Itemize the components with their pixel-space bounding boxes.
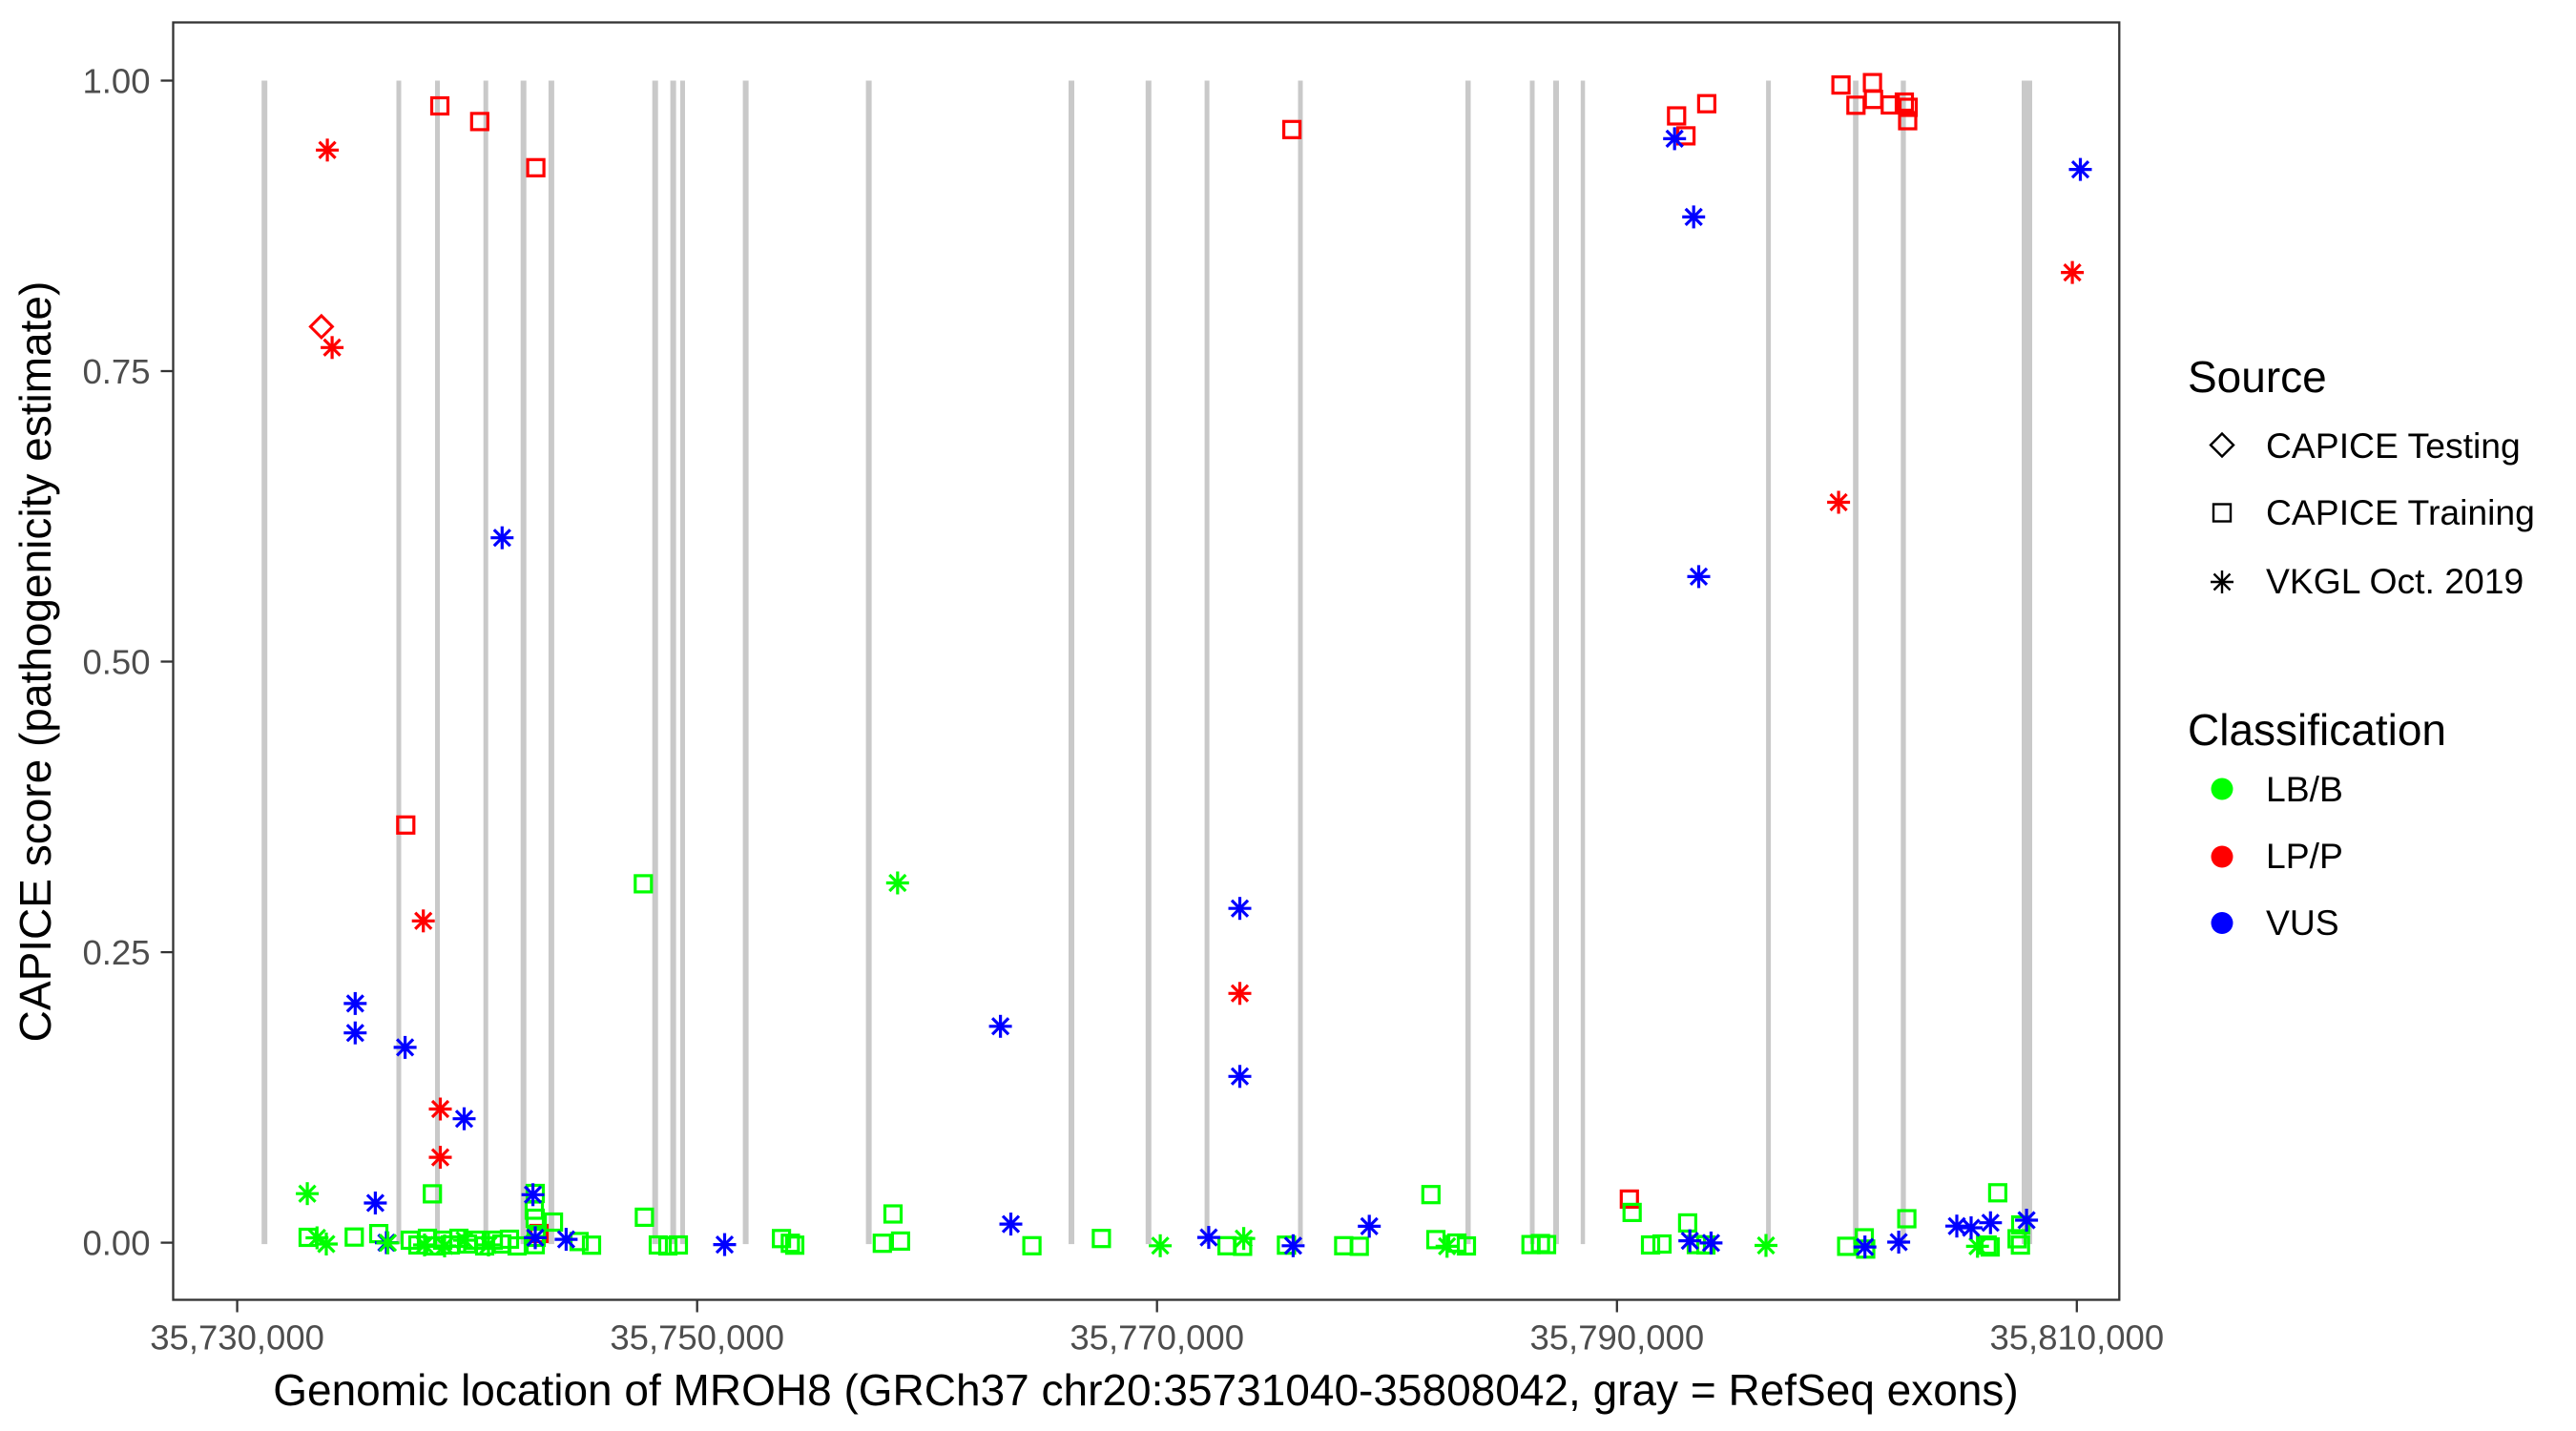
svg-text:0.25: 0.25: [82, 933, 150, 972]
svg-text:Classification: Classification: [2188, 705, 2446, 755]
svg-text:35,770,000: 35,770,000: [1070, 1318, 1244, 1358]
svg-text:1.00: 1.00: [82, 62, 150, 101]
svg-text:35,750,000: 35,750,000: [610, 1318, 784, 1358]
svg-text:CAPICE Testing: CAPICE Testing: [2266, 425, 2521, 466]
svg-text:35,790,000: 35,790,000: [1529, 1318, 1704, 1358]
svg-text:CAPICE score (pathogenicity es: CAPICE score (pathogenicity estimate): [10, 281, 60, 1043]
svg-text:35,730,000: 35,730,000: [150, 1318, 324, 1358]
svg-text:0.75: 0.75: [82, 352, 150, 391]
svg-text:35,810,000: 35,810,000: [1989, 1318, 2164, 1358]
svg-text:Genomic location of MROH8 (GRC: Genomic location of MROH8 (GRCh37 chr20:…: [273, 1365, 2019, 1415]
svg-text:VUS: VUS: [2266, 902, 2339, 943]
svg-text:0.00: 0.00: [82, 1224, 150, 1263]
svg-text:VKGL Oct. 2019: VKGL Oct. 2019: [2266, 561, 2524, 601]
svg-text:CAPICE Training: CAPICE Training: [2266, 492, 2535, 532]
svg-text:0.50: 0.50: [82, 643, 150, 682]
svg-text:Source: Source: [2188, 352, 2327, 402]
svg-text:LB/B: LB/B: [2266, 769, 2343, 809]
svg-text:LP/P: LP/P: [2266, 836, 2343, 876]
